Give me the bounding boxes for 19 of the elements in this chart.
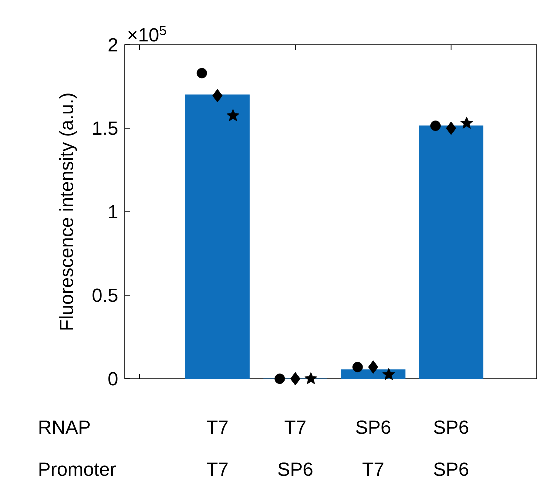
y-axis-title: Fluorescence intensity (a.u.) [59,94,78,330]
x-tick-label: SP6 [434,420,468,434]
text: ×10$^{5}$ [128,26,166,42]
text: RNAP [40,420,90,434]
y-tick-label: 0 [108,372,118,386]
y-tick-label: 1 [109,205,118,219]
y-tick-label: 1.5 [94,122,118,136]
x-tick-label: T7 [284,420,306,434]
bar [419,126,484,380]
text: SP6 [434,462,468,476]
y-tick-label: 0.5 [92,288,118,302]
x-tick-label: SP6 [356,420,391,434]
text: SP6 [278,462,313,476]
text: T7 [207,462,228,476]
text: Promoter [40,462,116,476]
bar [185,94,250,380]
x-tick-label: T7 [207,420,228,434]
text: T7 [362,462,384,476]
y-tick-label: 2 [108,38,118,52]
